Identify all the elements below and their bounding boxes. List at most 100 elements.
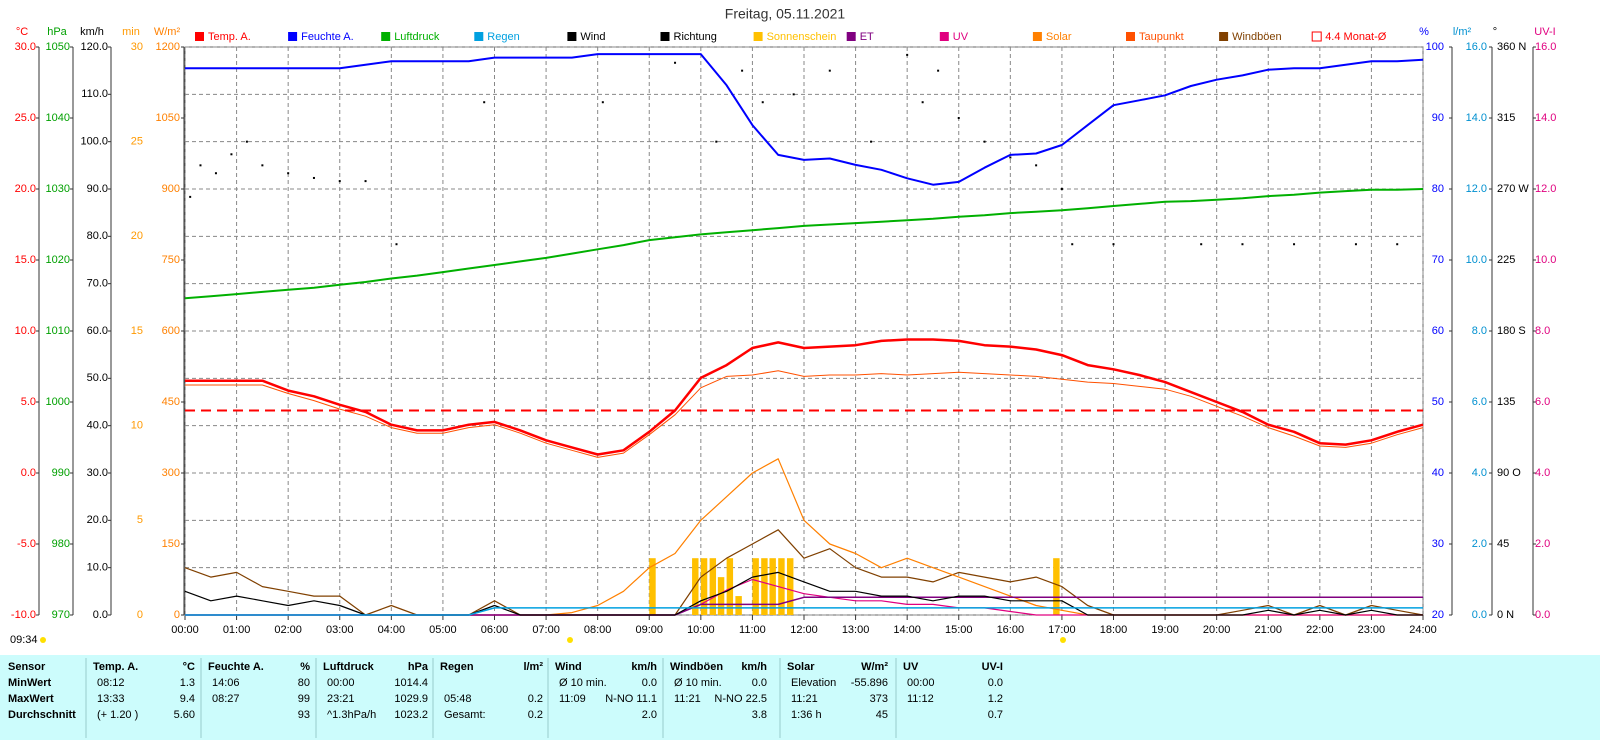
y-tick-label: 45	[1497, 538, 1509, 550]
direction-dot	[1009, 156, 1012, 159]
table-cell: 11:09	[559, 693, 586, 705]
y-tick-label: 2.0	[1472, 538, 1487, 550]
y-tick-label: -5.0	[17, 538, 36, 550]
table-row-label: Durchschnitt	[8, 709, 76, 721]
y-tick-label: 270 W	[1497, 183, 1529, 195]
direction-dot	[957, 117, 960, 119]
sunshine-bar	[1053, 558, 1060, 615]
direction-dot	[741, 69, 744, 72]
table-cell: 1023.2	[394, 709, 428, 721]
table-cell: N-NO 22.5	[714, 693, 767, 705]
y-tick-label: 300	[162, 467, 180, 479]
table-header: Luftdruck	[323, 661, 375, 673]
table-cell: 23:21	[327, 693, 355, 705]
y-tick-label: 2.0	[1535, 538, 1550, 550]
y-tick-label: 1000	[46, 396, 70, 408]
y-tick-label: 1040	[46, 112, 70, 124]
y-tick-label: 180 S	[1497, 325, 1526, 337]
direction-dot	[261, 164, 264, 167]
table-header-unit: km/h	[631, 661, 657, 673]
table-cell: 0.0	[752, 677, 767, 689]
y-tick-label: 225	[1497, 254, 1515, 266]
legend-swatch	[381, 32, 391, 41]
y-tick-label: 0.0	[21, 467, 36, 479]
sunset-marker	[1060, 637, 1066, 643]
y-tick-label: 1020	[46, 254, 70, 266]
y-tick-label: 90	[1432, 112, 1444, 124]
chart-title: Freitag, 05.11.2021	[725, 6, 846, 22]
legend-swatch	[195, 32, 204, 41]
series-line	[185, 370, 1424, 458]
series-line	[185, 338, 1424, 456]
x-tick-label: 23:00	[1358, 624, 1386, 636]
sunshine-bar	[769, 558, 776, 615]
y-tick-label: 15	[131, 325, 143, 337]
table-cell: ^1.3hPa/h	[327, 709, 376, 721]
y-tick-label: 135	[1497, 396, 1515, 408]
axis-title: UV-I	[1534, 26, 1555, 38]
x-tick-label: 04:00	[378, 624, 406, 636]
table-cell: 00:00	[907, 677, 935, 689]
table-cell: 11:21	[791, 693, 818, 705]
x-tick-label: 12:00	[790, 624, 818, 636]
y-tick-label: 90.0	[87, 183, 108, 195]
direction-dot	[761, 101, 764, 104]
direction-dot	[287, 172, 290, 175]
y-tick-label: 8.0	[1535, 325, 1550, 337]
x-tick-label: 22:00	[1306, 624, 1334, 636]
table-cell: 1029.9	[394, 693, 428, 705]
y-tick-label: 30.0	[15, 41, 36, 53]
y-tick-label: 0.0	[1535, 609, 1550, 621]
axis-title: min	[122, 26, 140, 38]
y-tick-label: 6.0	[1535, 396, 1550, 408]
table-cell: 80	[298, 677, 310, 689]
table-cell: -55.896	[851, 677, 888, 689]
table-row-label: MinWert	[8, 677, 52, 689]
y-tick-label: 1050	[156, 112, 180, 124]
legend-swatch	[474, 32, 484, 41]
legend-label: Luftdruck	[394, 31, 440, 43]
direction-dot	[1071, 243, 1074, 246]
sunshine-bar	[778, 558, 785, 615]
legend-label: 4.4 Monat-Ø	[1325, 31, 1387, 43]
x-tick-label: 01:00	[223, 624, 251, 636]
direction-dot	[792, 93, 795, 96]
table-cell: 3.8	[752, 709, 767, 721]
y-tick-label: 30	[1432, 538, 1444, 550]
sunshine-bar	[649, 558, 656, 615]
direction-dot	[214, 172, 217, 175]
direction-dot	[674, 61, 677, 64]
y-tick-label: 750	[162, 254, 180, 266]
table-cell: 00:00	[327, 677, 355, 689]
legend-label: Regen	[487, 31, 519, 43]
legend-label: Windböen	[1232, 31, 1282, 43]
y-tick-label: 70.0	[87, 278, 108, 290]
legend-swatch	[1219, 32, 1229, 41]
y-tick-label: 4.0	[1535, 467, 1550, 479]
y-tick-label: 30.0	[87, 467, 108, 479]
direction-dot	[1293, 243, 1296, 246]
direction-dot	[338, 180, 341, 183]
y-tick-label: 14.0	[1466, 112, 1487, 124]
y-tick-label: 14.0	[1535, 112, 1556, 124]
table-cell: Elevation	[791, 677, 836, 689]
table-cell: 05:48	[444, 693, 472, 705]
table-header-unit: UV-I	[982, 661, 1003, 673]
legend-swatch	[846, 32, 856, 41]
x-tick-label: 08:00	[584, 624, 612, 636]
x-tick-label: 15:00	[945, 624, 973, 636]
y-tick-label: 50	[1432, 396, 1444, 408]
direction-dot	[1060, 188, 1063, 190]
sunshine-bar	[761, 558, 768, 615]
x-tick-label: 16:00	[997, 624, 1025, 636]
table-cell: Ø 10 min.	[559, 677, 607, 689]
y-tick-label: 1050	[46, 41, 70, 53]
y-tick-label: 70	[1432, 254, 1444, 266]
y-tick-label: 0 N	[1497, 609, 1514, 621]
y-tick-label: 0.0	[93, 609, 108, 621]
table-cell: 2.0	[642, 709, 657, 721]
series-line	[185, 607, 1423, 616]
y-tick-label: 5.0	[21, 396, 36, 408]
y-tick-label: 10.0	[87, 562, 108, 574]
